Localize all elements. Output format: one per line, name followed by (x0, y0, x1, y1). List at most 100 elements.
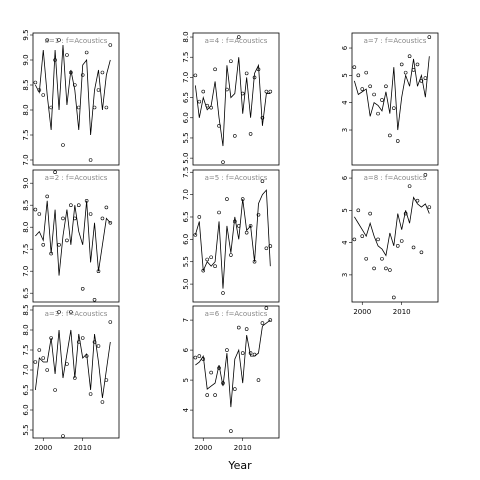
y-tick-label: 8.5 (22, 200, 30, 211)
y-tick-label: 7 (182, 318, 190, 322)
point (88, 158, 93, 162)
point (108, 43, 113, 47)
y-tick-label: 5 (182, 378, 190, 382)
point (108, 221, 113, 225)
point (384, 266, 388, 271)
y-tick-label: 8.5 (22, 304, 30, 315)
fit-line (354, 196, 430, 257)
point (100, 70, 105, 75)
point (415, 62, 420, 67)
point (240, 351, 245, 355)
point (205, 257, 210, 262)
strip-label: a=4 : f=Acoustics (205, 37, 268, 45)
point (213, 393, 217, 397)
point (427, 35, 432, 39)
point (244, 327, 249, 331)
point (197, 354, 202, 358)
point (360, 87, 365, 91)
point (33, 360, 38, 364)
point (37, 348, 42, 352)
point (399, 62, 404, 67)
point (380, 98, 384, 102)
fit-line (195, 319, 271, 408)
strip-label: a=7 : f=Acoustics (364, 37, 427, 45)
y-tick-label: 7.0 (182, 189, 190, 200)
point (221, 291, 225, 295)
point (96, 344, 101, 348)
y-tick-label: 8.0 (182, 31, 190, 42)
point (229, 253, 233, 257)
fit-line (194, 57, 271, 147)
point (233, 387, 237, 391)
x-tick-label: 2000 (194, 444, 212, 452)
point (61, 216, 65, 221)
point (229, 59, 233, 64)
y-tick-label: 6.5 (22, 384, 30, 395)
x-tick-label: 2000 (34, 444, 52, 452)
point (33, 80, 38, 85)
point (419, 79, 424, 83)
y-tick-label: 6.5 (22, 288, 30, 299)
point (69, 310, 73, 314)
point (415, 198, 420, 203)
panel-frame (32, 169, 120, 303)
y-tick-label: 6 (182, 347, 190, 352)
point (392, 106, 396, 110)
y-tick-label: 8.0 (22, 222, 30, 233)
y-tick-label: 5 (341, 73, 349, 77)
point (384, 84, 388, 89)
point (100, 400, 105, 404)
point (41, 356, 46, 360)
strip-label: a=6 : f=Acoustics (205, 310, 268, 318)
point (205, 393, 210, 397)
point (73, 83, 77, 87)
fit-line (194, 189, 271, 289)
point (356, 208, 361, 213)
y-tick-label: 8.0 (22, 104, 30, 115)
point (88, 212, 93, 216)
point (399, 239, 404, 243)
y-tick-label: 5.5 (22, 424, 30, 435)
point (213, 67, 217, 72)
point (88, 392, 93, 396)
y-tick-label: 8.0 (22, 324, 30, 335)
x-tick-label: 2010 (234, 444, 252, 452)
point (65, 238, 69, 243)
point (221, 160, 225, 164)
y-tick-label: 7.5 (22, 344, 30, 355)
point (61, 434, 65, 438)
point (264, 306, 269, 310)
y-tick-label: 7.0 (182, 72, 190, 83)
point (213, 264, 217, 269)
y-tick-label: 5.5 (182, 256, 190, 267)
point (372, 92, 376, 97)
point (392, 295, 396, 300)
point (104, 105, 109, 110)
point (209, 255, 213, 260)
point (53, 170, 57, 174)
point (407, 54, 412, 59)
point (217, 210, 221, 215)
panel-frame (192, 32, 280, 166)
point (41, 243, 46, 247)
point (388, 133, 392, 138)
y-tick-label: 7.5 (22, 244, 30, 255)
y-tick-label: 3 (341, 128, 349, 132)
point (209, 370, 213, 375)
y-tick-label: 4 (182, 407, 190, 412)
point (57, 38, 61, 42)
point (197, 99, 202, 104)
point (92, 297, 97, 302)
point (201, 89, 206, 94)
point (193, 73, 198, 78)
point (233, 134, 237, 138)
point (244, 71, 249, 76)
point (352, 237, 357, 242)
point (260, 115, 265, 120)
point (197, 215, 202, 219)
point (225, 348, 229, 352)
x-tick-label: 2010 (74, 444, 92, 452)
point (423, 76, 428, 80)
y-tick-label: 5.0 (182, 279, 190, 290)
point (41, 93, 46, 97)
